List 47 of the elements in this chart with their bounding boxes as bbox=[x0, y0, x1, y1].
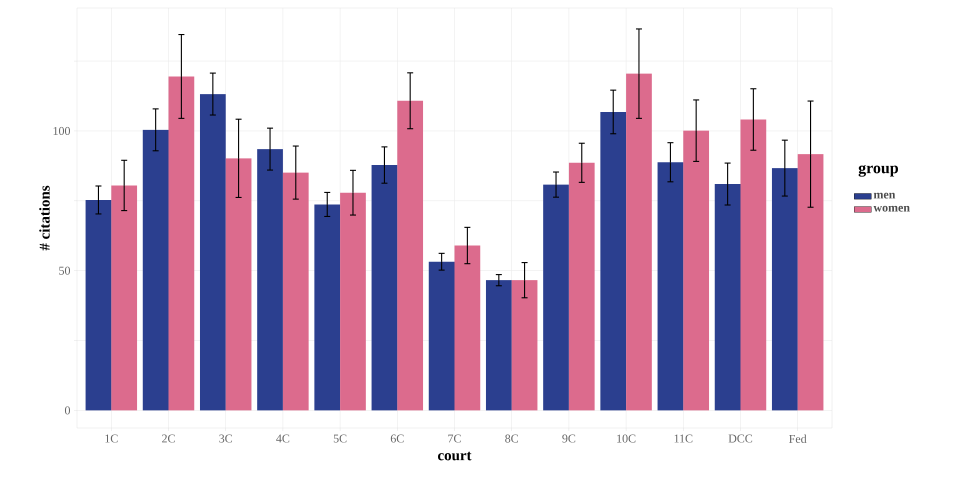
bar bbox=[772, 168, 798, 410]
x-tick-label: 7C bbox=[448, 434, 461, 443]
x-tick-label: 11C bbox=[674, 434, 692, 443]
x-tick-label: 4C bbox=[276, 434, 290, 443]
y-tick-label: 50 bbox=[59, 266, 70, 275]
bar bbox=[600, 112, 626, 410]
x-tick-label: Fed bbox=[789, 434, 807, 443]
bar bbox=[428, 262, 455, 410]
bar bbox=[568, 162, 595, 410]
bar bbox=[282, 172, 309, 410]
legend-label: men bbox=[874, 192, 896, 199]
bar bbox=[486, 280, 512, 410]
x-tick-label: 8C bbox=[505, 434, 518, 443]
x-tick-label: 2C bbox=[162, 434, 175, 443]
bar bbox=[226, 158, 252, 410]
y-tick-label: 0 bbox=[64, 406, 70, 414]
x-tick-label: 1C bbox=[105, 434, 118, 443]
legend-title: group bbox=[858, 164, 898, 177]
bar bbox=[340, 192, 366, 410]
x-axis-title: court bbox=[438, 452, 472, 460]
x-tick-label: DCC bbox=[728, 434, 752, 443]
x-tick-label: 3C bbox=[219, 434, 232, 443]
bar bbox=[454, 246, 480, 410]
bar bbox=[86, 200, 112, 410]
x-tick-label: 6C bbox=[390, 434, 404, 443]
bar bbox=[168, 76, 194, 410]
bar bbox=[683, 130, 710, 410]
bar bbox=[314, 204, 340, 410]
y-tick-label: 100 bbox=[54, 126, 70, 135]
bar bbox=[512, 280, 538, 410]
bar bbox=[626, 74, 652, 410]
bar bbox=[798, 154, 824, 410]
y-axis-title: # citations bbox=[39, 186, 50, 250]
bar bbox=[714, 184, 740, 410]
legend-label: women bbox=[873, 206, 910, 212]
bar bbox=[257, 149, 283, 410]
bar bbox=[543, 184, 569, 410]
x-tick-label: 9C bbox=[562, 434, 576, 443]
x-tick-label: 5C bbox=[334, 434, 346, 443]
bar bbox=[142, 130, 169, 410]
bar bbox=[397, 100, 424, 410]
bar bbox=[740, 119, 766, 410]
x-tick-label: 10C bbox=[617, 434, 636, 443]
bar bbox=[200, 94, 226, 410]
bar bbox=[658, 162, 684, 410]
bar bbox=[111, 185, 138, 410]
bar bbox=[372, 165, 398, 410]
